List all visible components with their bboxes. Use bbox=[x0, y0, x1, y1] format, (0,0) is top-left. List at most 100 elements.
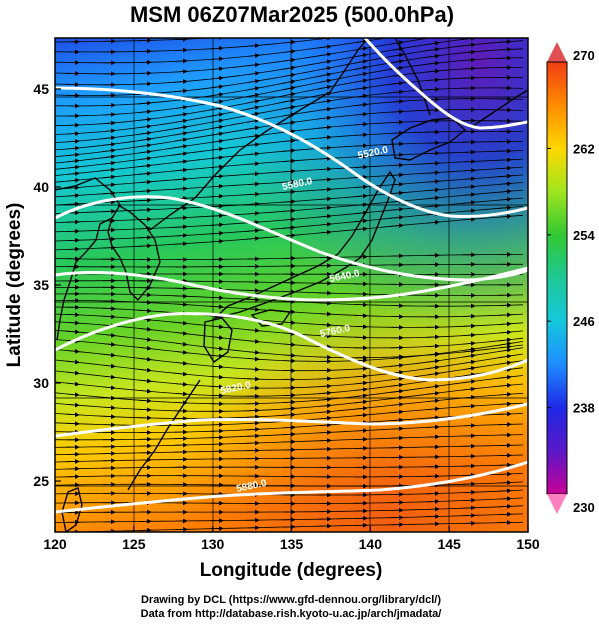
streamline-arrow bbox=[498, 39, 512, 45]
contour-5640 bbox=[55, 266, 528, 302]
streamline-arrow bbox=[66, 138, 80, 144]
coastline-russia bbox=[149, 38, 369, 231]
streamline-arrow bbox=[390, 417, 404, 423]
streamline-arrow bbox=[426, 47, 440, 52]
x-tick-label: 140 bbox=[359, 536, 383, 552]
streamline-arrow bbox=[66, 370, 80, 376]
streamline-arrow bbox=[498, 181, 512, 187]
streamline-arrow bbox=[282, 65, 296, 71]
streamline-arrow bbox=[499, 34, 511, 35]
streamline-arrow bbox=[174, 118, 188, 124]
streamline-arrow bbox=[498, 205, 512, 211]
streamline-arrow bbox=[354, 412, 368, 418]
streamline-arrow bbox=[498, 392, 512, 397]
colorbar-top-arrow bbox=[547, 42, 567, 62]
streamline-arrow bbox=[318, 106, 332, 112]
x-tick-label: 150 bbox=[516, 536, 540, 552]
streamline-arrow bbox=[102, 135, 116, 141]
streamline-arrow bbox=[282, 72, 296, 78]
streamline-arrow bbox=[426, 371, 440, 377]
streamline-arrow bbox=[426, 160, 440, 166]
contour-5460 bbox=[363, 38, 528, 130]
streamline-arrow bbox=[282, 425, 296, 430]
streamline-arrow bbox=[246, 53, 260, 58]
streamline-arrow bbox=[354, 143, 368, 149]
colorbar-tick-label: 254 bbox=[573, 228, 595, 243]
streamline-arrow bbox=[246, 118, 260, 124]
streamline-arrow bbox=[462, 168, 476, 173]
streamline-arrow bbox=[246, 376, 260, 382]
streamline-arrow bbox=[246, 71, 260, 76]
streamline-arrow bbox=[246, 211, 260, 216]
streamline-arrow bbox=[426, 53, 440, 59]
streamline-arrow bbox=[426, 77, 440, 83]
streamline-arrow bbox=[354, 226, 368, 232]
streamline-arrow bbox=[318, 333, 332, 339]
streamline-arrow bbox=[390, 388, 404, 394]
streamline-arrow bbox=[318, 311, 332, 317]
streamline-arrow bbox=[66, 201, 80, 207]
x-axis-label: Longitude (degrees) bbox=[200, 560, 383, 581]
streamline-arrow bbox=[498, 401, 512, 407]
streamline-arrow bbox=[354, 387, 368, 392]
streamline-arrow bbox=[426, 334, 440, 340]
streamline-arrow bbox=[246, 201, 260, 207]
streamline-arrow bbox=[318, 156, 332, 161]
contour-5820 bbox=[55, 402, 528, 438]
streamline-arrow bbox=[499, 28, 511, 29]
streamline-arrow bbox=[138, 171, 152, 176]
streamline-arrow bbox=[426, 187, 440, 193]
streamline-arrow bbox=[390, 190, 404, 196]
streamline-arrow bbox=[498, 471, 512, 477]
streamline-arrow bbox=[426, 195, 440, 201]
streamline-arrow bbox=[246, 356, 260, 362]
streamline-arrow bbox=[246, 78, 260, 84]
streamline-arrow bbox=[390, 409, 404, 415]
streamline-arrow bbox=[102, 160, 116, 166]
streamline-arrow bbox=[282, 342, 296, 347]
y-tick-label: 35 bbox=[33, 277, 49, 293]
streamline-arrow bbox=[174, 58, 188, 64]
streamline-arrow bbox=[174, 320, 188, 326]
streamline-arrow bbox=[174, 88, 188, 94]
streamline-arrow bbox=[318, 196, 332, 202]
streamline-arrow bbox=[462, 379, 476, 385]
streamline-arrow bbox=[138, 149, 152, 155]
streamline-arrow bbox=[354, 164, 368, 170]
streamline-arrow bbox=[246, 236, 260, 241]
streamline-arrow bbox=[498, 344, 512, 350]
streamline-arrow bbox=[462, 386, 476, 392]
streamline-arrow bbox=[390, 59, 404, 64]
streamline-arrow bbox=[427, 30, 439, 32]
streamline-arrow bbox=[498, 504, 512, 509]
streamline-arrow bbox=[498, 496, 512, 502]
streamline-arrow bbox=[246, 161, 260, 167]
streamline-arrow bbox=[174, 391, 188, 397]
streamline-arrow bbox=[354, 184, 368, 190]
streamline-arrow bbox=[246, 62, 260, 68]
streamline-arrow bbox=[354, 65, 368, 71]
y-tick-label: 40 bbox=[33, 179, 49, 195]
streamline-arrow bbox=[174, 159, 188, 165]
streamline-arrow bbox=[354, 85, 368, 91]
streamline-arrow bbox=[102, 314, 116, 320]
streamline-arrow bbox=[282, 57, 296, 63]
streamline-arrow bbox=[138, 226, 152, 231]
streamline-arrow bbox=[246, 151, 260, 157]
streamline-arrow bbox=[318, 187, 332, 192]
streamline-arrow bbox=[246, 228, 260, 234]
streamline-arrow bbox=[318, 72, 332, 78]
colorbar-ticks: 230 238 246 254 262 270 bbox=[547, 48, 595, 515]
streamline-arrow bbox=[498, 383, 512, 388]
streamline-arrow bbox=[390, 99, 404, 104]
streamline-arrow bbox=[138, 308, 152, 314]
streamline-arrow bbox=[138, 216, 152, 222]
streamline-arrow bbox=[354, 52, 368, 58]
streamline-arrow bbox=[318, 78, 332, 84]
x-tick-label: 135 bbox=[280, 536, 304, 552]
streamline-arrow bbox=[174, 371, 188, 377]
streamline-arrow bbox=[498, 354, 512, 359]
coastline-hokkaido bbox=[391, 117, 467, 161]
streamline-arrow bbox=[174, 176, 188, 182]
streamline-arrow bbox=[138, 407, 152, 413]
